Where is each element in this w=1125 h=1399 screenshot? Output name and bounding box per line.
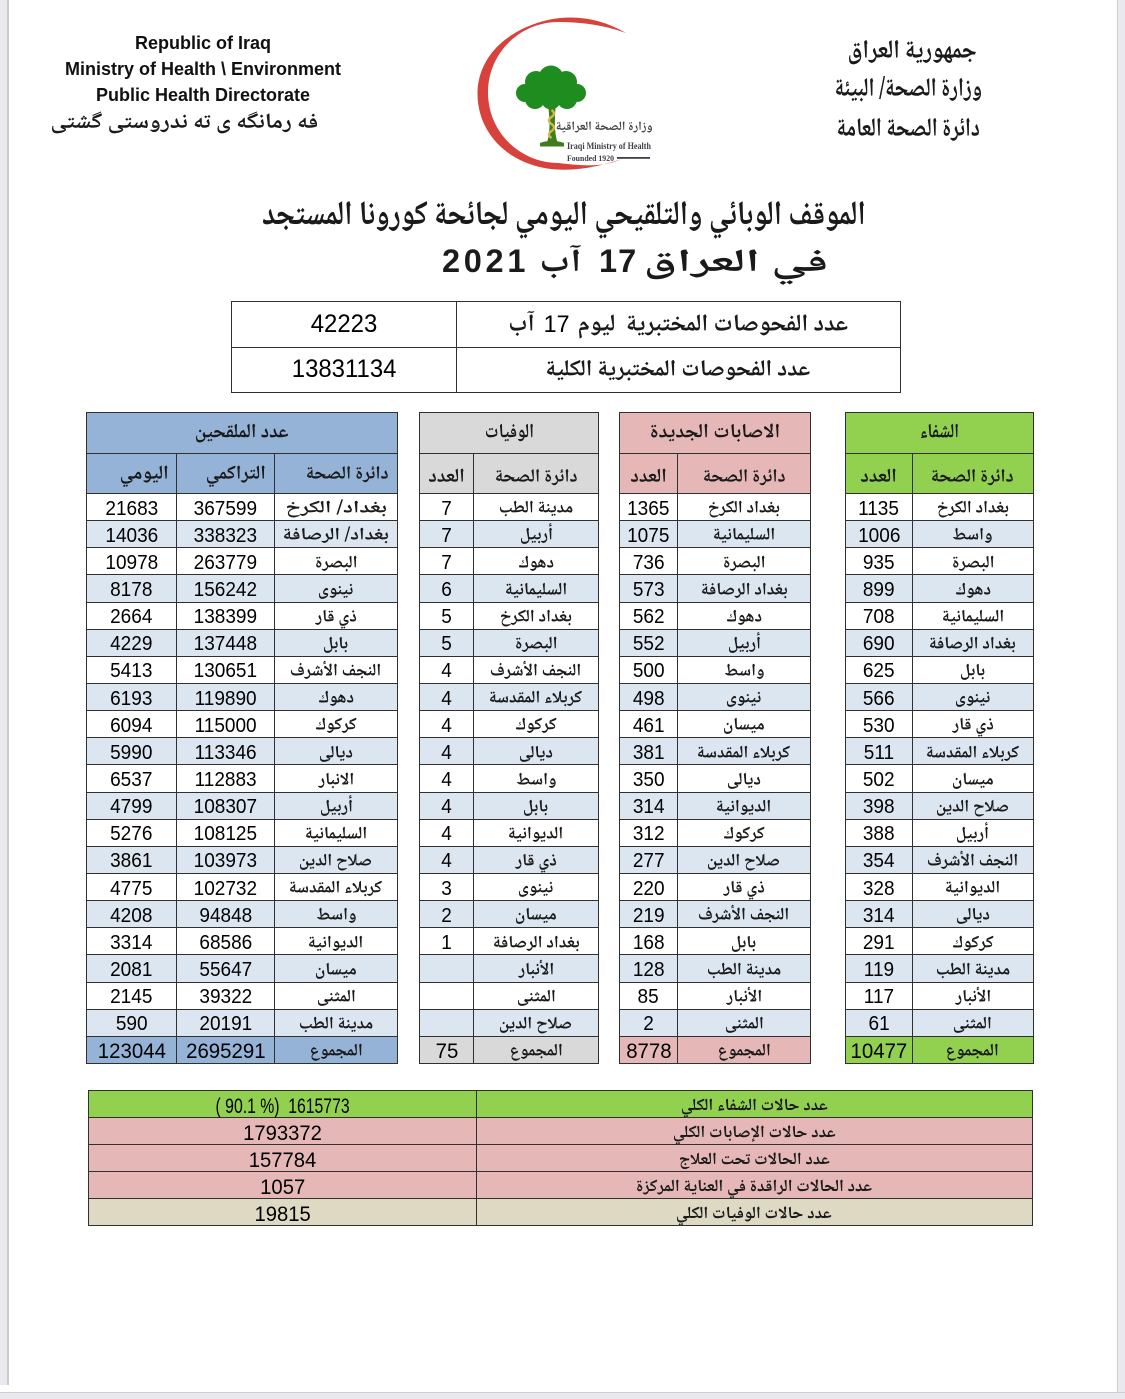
svg-text:Iraqi Ministry of Health: Iraqi Ministry of Health [567,141,651,151]
svg-text:Founded 1920: Founded 1920 [567,154,614,163]
